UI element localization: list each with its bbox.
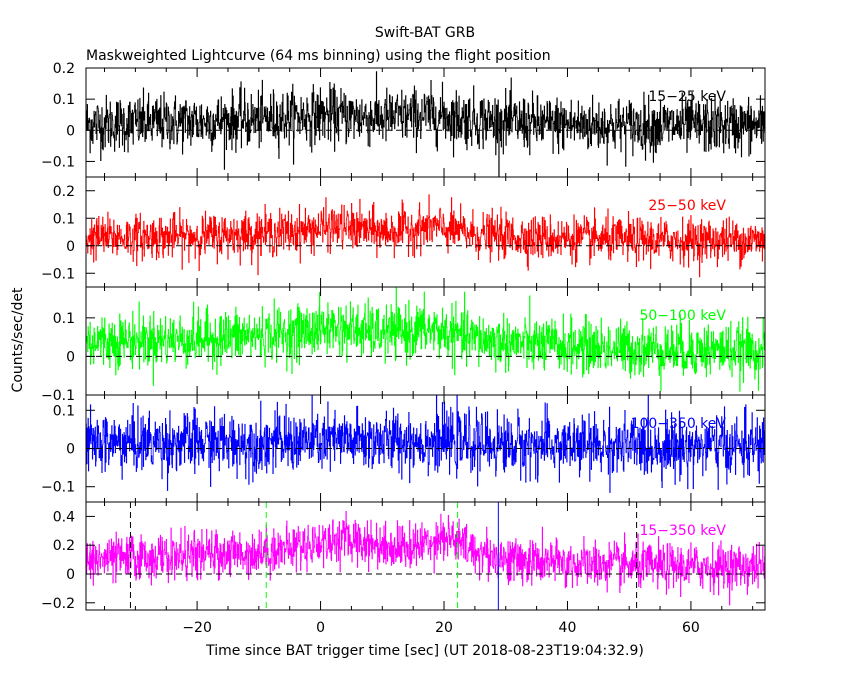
chart-title: Swift-BAT GRB [375,25,475,41]
series-line [85,394,766,493]
y-tick-label: −0.1 [41,154,75,170]
panels-group: −0.1 0 0.1 0.2 15−25 keV −0.1 0 0.1 0.2 25−50 keV… [41,61,766,636]
series-line [85,71,766,178]
y-tick-label: 0.2 [53,184,75,200]
panel-1: −0.1 0 0.1 0.2 25−50 keV [41,176,766,288]
x-tick-label: −20 [182,620,212,636]
y-tick-label: 0.2 [53,538,75,554]
y-tick-label: 0 [66,239,75,255]
series-line [85,286,766,392]
y-tick-label: 0.2 [53,61,75,77]
y-tick-label: 0.1 [53,211,75,227]
chart-subtitle: Maskweighted Lightcurve (64 ms binning) … [86,48,551,64]
panel-frame [85,501,766,611]
panel-band-label: 15−25 keV [648,89,726,105]
y-tick-label: 0 [66,442,75,458]
y-tick-label: 0 [66,123,75,139]
y-tick-label: 0.1 [53,403,75,419]
y-tick-label: −0.1 [41,480,75,496]
panel-4: −0.2 0 0.2 0.4 15−350 keV [41,501,766,612]
y-tick-label: 0.1 [53,311,75,327]
y-tick-label: 0.4 [53,509,75,525]
series-line [85,194,766,278]
y-tick-label: 0.1 [53,92,75,108]
y-tick-label: 0 [66,567,75,583]
x-axis-label: Time since BAT trigger time [sec] (UT 20… [205,643,644,659]
panel-3: −0.1 0 0.1 100−350 keV [41,394,766,503]
x-tick-label: 20 [435,620,453,636]
series-line [85,510,766,606]
panel-band-label: 100−350 keV [631,416,727,432]
x-tick-label: 40 [559,620,577,636]
y-tick-label: −0.1 [41,388,75,404]
y-tick-label: 0 [66,349,75,365]
panel-band-label: 50−100 keV [639,308,726,324]
panel-band-label: 25−50 keV [648,198,726,214]
y-axis-label: Counts/sec/det [10,287,26,392]
x-tick-label: 60 [682,620,700,636]
panel-band-label: 15−350 keV [639,523,726,539]
y-tick-label: −0.2 [41,596,75,612]
panel-frame [85,176,766,288]
panel-2: −0.1 0 0.1 50−100 keV [41,286,766,404]
x-tick-label: 0 [316,620,325,636]
y-tick-label: −0.1 [41,266,75,282]
panel-0: −0.1 0 0.1 0.2 15−25 keV [41,61,766,178]
